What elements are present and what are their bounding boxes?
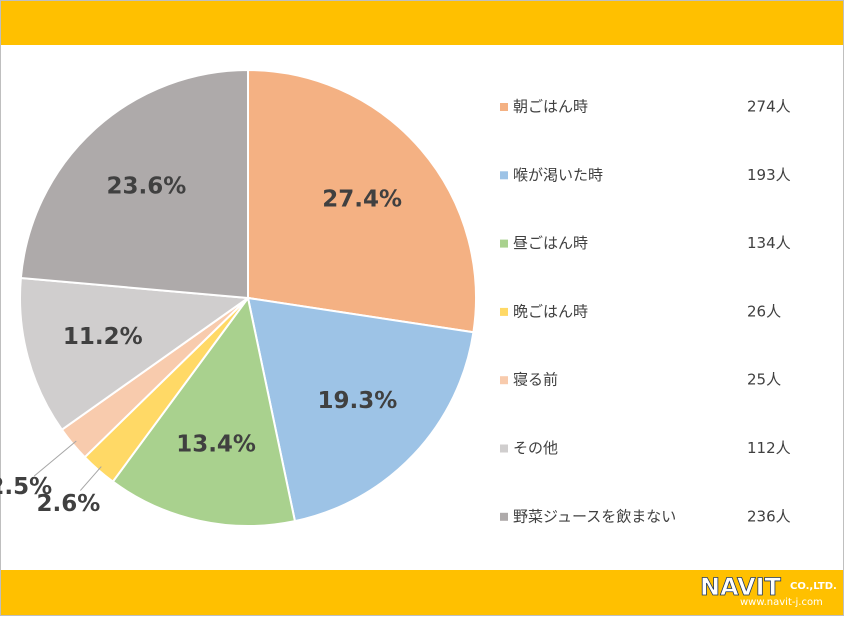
top-bar [1, 1, 843, 45]
legend-label: 昼ごはん時 [513, 234, 588, 252]
leader-line [79, 466, 102, 491]
legend-label: 寝る前 [513, 371, 558, 389]
bottom-bar [1, 570, 843, 615]
pie-slice [246, 296, 475, 523]
legend-label: 野菜ジュースを飲まない [513, 507, 676, 525]
legend-count: 193人 [747, 166, 791, 184]
pie-slice [19, 276, 251, 432]
legend-swatch [500, 103, 508, 111]
data-label: 23.6% [106, 174, 186, 200]
pie-slice [19, 68, 249, 300]
legend-count: 25人 [747, 371, 781, 389]
legend-count: 134人 [747, 234, 791, 252]
legend-count: 274人 [747, 98, 791, 116]
legend-swatch [500, 171, 508, 180]
legend-label: 朝ごはん時 [513, 98, 588, 116]
legend-label: その他 [513, 439, 558, 457]
legend-swatch [500, 444, 508, 453]
legend-swatch [500, 239, 508, 248]
legend-label: 晩ごはん時 [513, 302, 588, 320]
legend-swatch [500, 307, 508, 316]
logo-name: NAVIT [700, 573, 782, 601]
pie-slice [247, 68, 477, 334]
data-label: 2.6% [36, 491, 100, 517]
data-label: 2.5% [0, 474, 52, 500]
legend-swatch [500, 512, 508, 521]
data-label: 13.4% [176, 432, 256, 458]
legend-count: 112人 [747, 439, 791, 457]
legend-count: 236人 [747, 507, 791, 525]
data-label: 27.4% [322, 186, 402, 212]
legend-swatch [500, 376, 508, 385]
legend-count: 26人 [747, 302, 781, 320]
data-label: 11.2% [63, 324, 143, 350]
legend-label: 喉が渇いた時 [513, 166, 603, 184]
logo-suffix: CO.,LTD. [790, 581, 837, 592]
pie-slice [111, 295, 297, 527]
data-label: 19.3% [317, 388, 397, 414]
logo-url: www.navit-j.com [740, 597, 823, 608]
leader-line [33, 440, 77, 477]
